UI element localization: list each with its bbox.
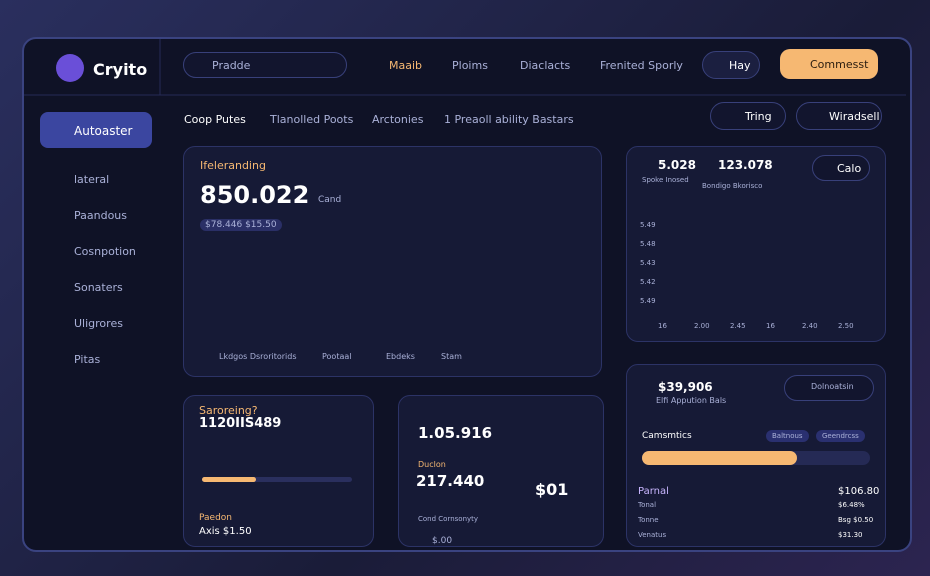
connect-button[interactable]: Commesst	[780, 49, 878, 79]
footer-item[interactable]: Stam	[441, 352, 462, 361]
sidebar-item[interactable]: Paandous	[74, 209, 128, 222]
chip[interactable]: Geendrcss	[816, 430, 865, 442]
x-label: 2.45	[730, 322, 746, 330]
label: Elfi Appution Bals	[656, 396, 727, 405]
y-label: 5.43	[640, 259, 656, 267]
stat: 123.078	[718, 158, 773, 172]
foot: $.00	[432, 536, 453, 546]
row-label: Tonal	[638, 501, 657, 509]
row-value: $31.30	[838, 531, 863, 539]
sub-label: Paedon	[199, 513, 232, 523]
gauge-label: $01	[535, 480, 569, 499]
stat-label: Bondigo Bkorisco	[702, 182, 763, 190]
row-label: Venatus	[638, 531, 667, 539]
nav-item[interactable]: Ploims	[452, 59, 488, 72]
footer-item[interactable]: Lkdgos Dsroritorids	[219, 352, 297, 361]
sidebar-item[interactable]: Cosnpotion	[74, 245, 136, 258]
value: 217.440	[416, 472, 485, 490]
tab[interactable]: Coop Putes	[184, 113, 246, 126]
row-value: Bsg $0.50	[838, 516, 874, 524]
card-unit: Cand	[318, 195, 342, 205]
section: Camsmtics	[642, 431, 692, 441]
calo-button[interactable]: Calo	[812, 155, 870, 181]
nav-item[interactable]: Diaclacts	[520, 59, 571, 72]
stat: 5.028	[658, 158, 696, 172]
card-label: Ifeleranding	[200, 159, 266, 172]
x-label: 16	[658, 322, 667, 330]
progress	[642, 451, 870, 465]
button-text: Calo	[837, 162, 862, 175]
footer-item[interactable]: Ebdeks	[386, 352, 415, 361]
card-value: 1120IIS489	[199, 416, 282, 431]
sidebar-item[interactable]: Uligrores	[74, 317, 123, 330]
row-label: Tonne	[638, 516, 659, 524]
progress	[202, 477, 352, 482]
sidebar-label: Autoaster	[74, 124, 133, 138]
tab[interactable]: 1 Preaoll ability Bastars	[444, 113, 574, 126]
y-label: 5.49	[640, 221, 656, 229]
y-label: 5.42	[640, 278, 656, 286]
action[interactable]: Wiradsell	[796, 102, 882, 130]
brand: Cryito	[93, 60, 148, 79]
label: Duclon	[418, 460, 446, 469]
action-text: Wiradsell	[829, 110, 880, 123]
caption: Cond Cornsonyty	[418, 515, 479, 523]
stat-label: Spoke Inosed	[642, 176, 689, 184]
row-label: Parnal	[638, 486, 669, 497]
row-value: $6.48%	[838, 501, 865, 509]
nav-item[interactable]: Frenited Sporly	[600, 59, 683, 72]
tab[interactable]: Arctonies	[372, 113, 424, 126]
badge[interactable]: Hay	[702, 51, 760, 79]
footer-item[interactable]: Pootaal	[322, 352, 352, 361]
value: $39,906	[658, 380, 713, 394]
x-label: 2.50	[838, 322, 854, 330]
search-text: Pradde	[212, 59, 251, 72]
sidebar-item[interactable]: Sonaters	[74, 281, 123, 294]
button-text: Commesst	[810, 58, 869, 71]
x-label: 2.40	[802, 322, 818, 330]
tab[interactable]: Tlanolled Poots	[270, 113, 354, 126]
card-pill: $78.446 $15.50	[200, 219, 282, 231]
action-text: Tring	[745, 110, 772, 123]
sidebar-item[interactable]: Pitas	[74, 353, 101, 366]
button-text: Dolnoatsin	[811, 382, 854, 391]
y-label: 5.49	[640, 297, 656, 305]
search[interactable]: Pradde	[183, 52, 347, 78]
card-b	[398, 395, 604, 547]
row-value: $106.80	[838, 486, 880, 497]
card-a	[183, 395, 374, 547]
button[interactable]: Dolnoatsin	[784, 375, 874, 401]
chip[interactable]: Baltnous	[766, 430, 809, 442]
logo	[56, 54, 84, 82]
card-label: Saroreing?	[199, 404, 258, 417]
y-label: 5.48	[640, 240, 656, 248]
x-label: 2.00	[694, 322, 710, 330]
x-label: 16	[766, 322, 775, 330]
sub-value: Axis $1.50	[199, 526, 252, 537]
sidebar-active[interactable]: Autoaster	[40, 112, 152, 148]
card-value: 850.022	[200, 181, 310, 209]
sidebar-item[interactable]: lateral	[74, 173, 110, 186]
main-card	[183, 146, 602, 377]
nav-item[interactable]: Maaib	[389, 59, 423, 72]
action[interactable]: Tring	[710, 102, 786, 130]
badge-text: Hay	[729, 59, 751, 72]
value: 1.05.916	[418, 424, 493, 442]
